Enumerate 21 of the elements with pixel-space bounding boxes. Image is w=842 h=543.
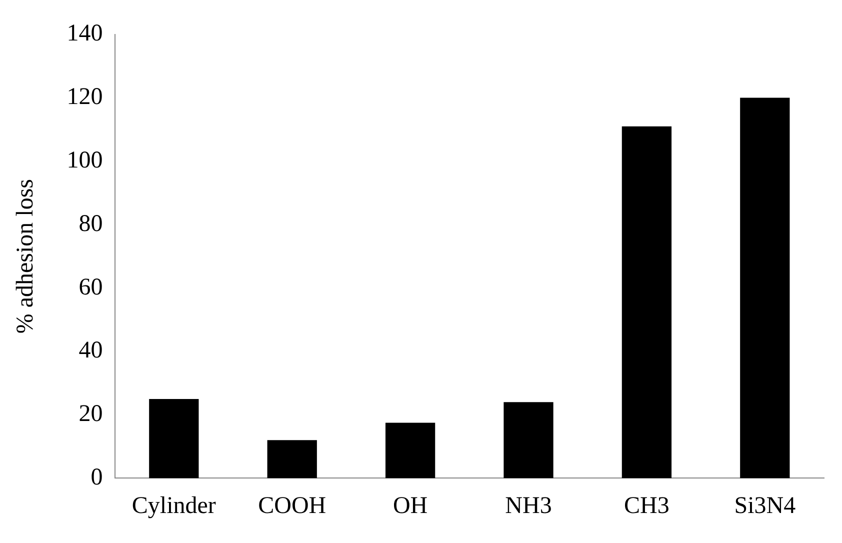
y-tick-label: 60 [78, 274, 103, 300]
bar [149, 398, 199, 478]
y-tick-label: 0 [90, 464, 103, 490]
bar [622, 126, 672, 478]
x-tick-label: NH3 [505, 492, 552, 519]
y-tick-label: 100 [66, 147, 103, 174]
x-tick-label: Si3N4 [734, 492, 796, 519]
x-tick-label: OH [392, 492, 428, 519]
bar [504, 402, 554, 478]
bar [740, 98, 790, 478]
x-tick-label: CH3 [624, 492, 670, 519]
x-tick-label: COOH [258, 492, 326, 519]
y-axis-title: % adhesion loss [12, 178, 39, 334]
y-tick-label: 140 [66, 20, 103, 47]
y-tick-label: 20 [78, 401, 103, 428]
bar [385, 422, 436, 478]
y-tick-label: 80 [78, 210, 103, 237]
y-tick-label: 40 [78, 338, 103, 364]
y-tick-label: 120 [66, 84, 103, 110]
bar [267, 440, 317, 478]
x-tick-label: Cylinder [132, 492, 216, 519]
